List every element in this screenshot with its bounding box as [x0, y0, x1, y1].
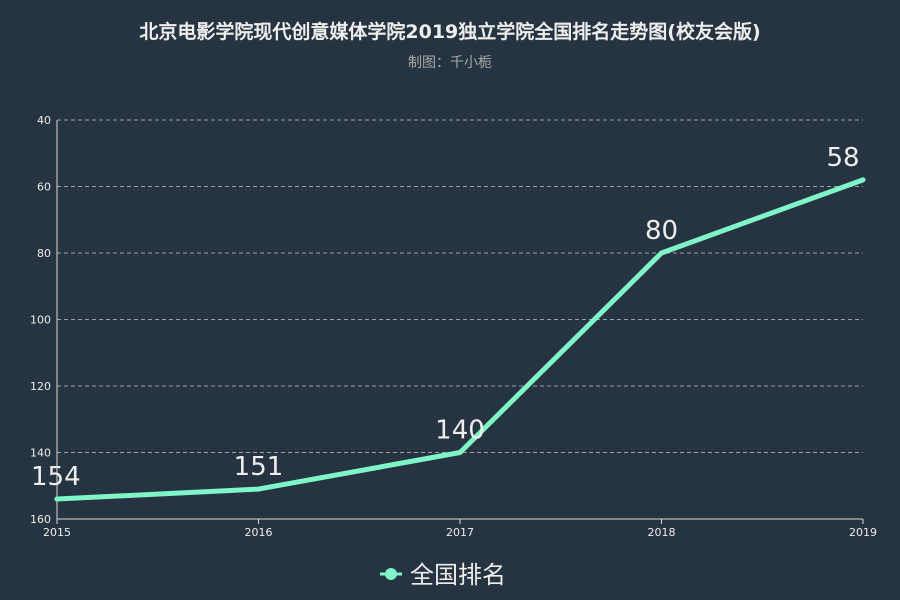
- chart-title: 北京电影学院现代创意媒体学院2019独立学院全国排名走势图(校友会版): [139, 20, 760, 43]
- y-tick-label: 160: [30, 513, 51, 526]
- data-labels: 154 151 140 80 58: [31, 143, 860, 492]
- x-tick-label: 2015: [43, 526, 71, 539]
- series-lines: [54, 177, 866, 502]
- y-tick-label: 60: [37, 181, 51, 194]
- x-tick-label: 2016: [245, 526, 273, 539]
- y-tick-label: 120: [30, 380, 51, 393]
- data-label: 80: [645, 216, 678, 246]
- y-tick-label: 40: [37, 114, 51, 127]
- data-point: [860, 177, 866, 183]
- legend[interactable]: 全国排名: [380, 561, 506, 589]
- data-label: 58: [826, 143, 859, 173]
- data-point: [256, 486, 261, 492]
- legend-dot-icon: [385, 568, 397, 580]
- data-label: 151: [234, 452, 284, 482]
- x-tick-label: 2018: [648, 526, 676, 539]
- y-tick-label: 100: [30, 314, 51, 327]
- data-label: 154: [31, 462, 81, 492]
- legend-label: 全国排名: [410, 561, 506, 589]
- y-tick-label: 80: [37, 247, 51, 260]
- chart-subtitle: 制图：千小栀: [408, 55, 492, 71]
- y-tick-label: 140: [30, 447, 51, 460]
- x-tick-label: 2017: [446, 526, 474, 539]
- x-tick-label: 2019: [849, 526, 877, 539]
- grid-lines: [57, 119, 863, 453]
- data-point: [659, 250, 664, 256]
- data-point: [54, 496, 60, 502]
- data-point: [457, 450, 463, 455]
- data-label: 140: [435, 416, 485, 446]
